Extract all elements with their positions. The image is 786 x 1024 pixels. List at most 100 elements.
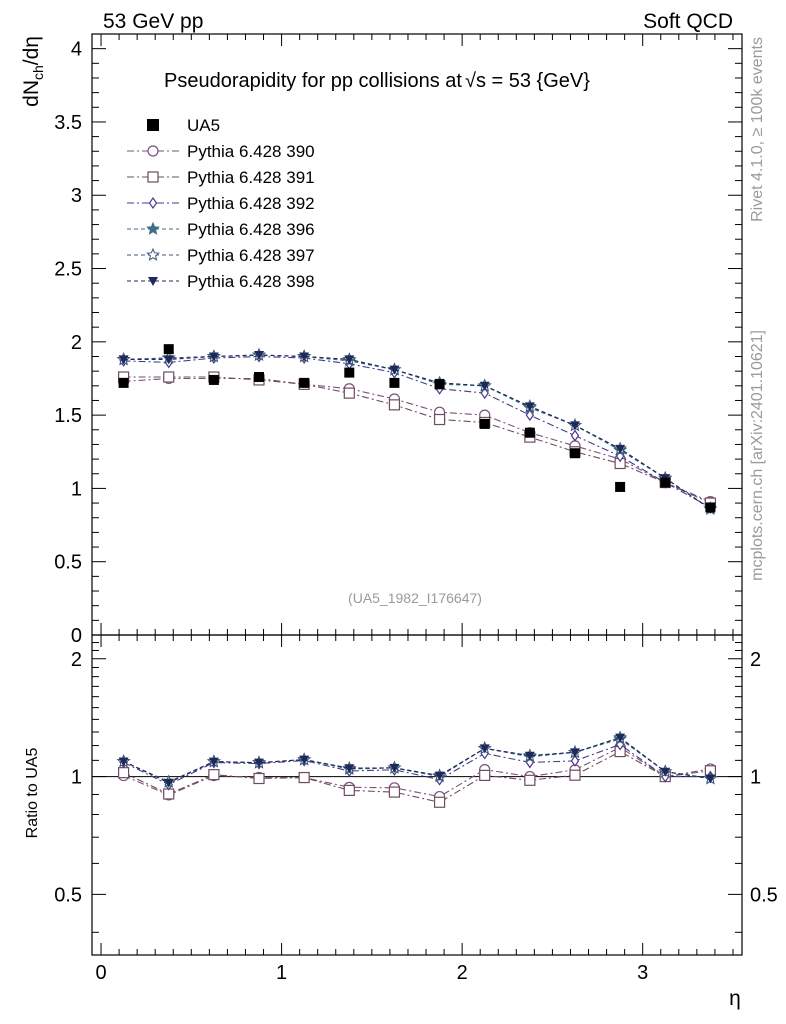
legend-label: Pythia 6.428 396 — [187, 220, 315, 239]
data-point — [254, 372, 265, 383]
legend-label: Pythia 6.428 398 — [187, 272, 315, 291]
series-point — [299, 352, 310, 362]
legend-entry-3: Pythia 6.428 392 — [127, 194, 315, 213]
series-line — [123, 354, 711, 510]
rivet-label: Rivet 4.1.0, ≥ 100k events — [749, 37, 766, 222]
data-point — [208, 374, 219, 385]
series-ratio-point — [524, 774, 536, 786]
header-left-label: 53 GeV pp — [103, 10, 203, 33]
y-tick-label: 1 — [71, 478, 82, 500]
legend-marker — [148, 277, 158, 286]
series-point — [480, 387, 489, 400]
series-ratio-point — [208, 769, 220, 781]
legend-entry-2: Pythia 6.428 391 — [127, 168, 315, 187]
series-ratio-point — [660, 767, 671, 777]
series-point — [344, 355, 355, 365]
data-point — [434, 379, 445, 390]
series-ratio-point — [118, 757, 129, 767]
series-ratio-line — [123, 746, 711, 798]
series-ratio-point — [253, 772, 265, 785]
series-ratio-point — [524, 751, 535, 761]
ratio-y-tick-label-right: 0.5 — [750, 884, 778, 906]
series-point — [254, 351, 265, 361]
y-tick-label: 0 — [71, 625, 82, 647]
series-line — [123, 355, 711, 508]
series-point — [479, 381, 490, 391]
axis-ticks — [92, 33, 742, 955]
series-point — [524, 402, 535, 412]
legend-label: Pythia 6.428 397 — [187, 246, 315, 265]
data-point — [569, 448, 580, 459]
series-6 — [118, 351, 716, 788]
data-point — [163, 344, 174, 355]
data-point — [344, 367, 355, 378]
legend-marker — [148, 196, 158, 210]
legend-entry-4: Pythia 6.428 396 — [127, 220, 315, 239]
chart-title-suffix: = 53 {GeV} — [486, 70, 590, 92]
series-ratio-point — [615, 733, 626, 743]
series-point — [569, 421, 580, 431]
ratio-y-axis-label: Ratio to UA5 — [24, 748, 41, 839]
data-point — [299, 377, 310, 388]
series-point — [615, 444, 626, 454]
ratio-plot-frame — [91, 634, 743, 956]
chart-title-prefix: Pseudorapidity for pp collisions at — [164, 70, 462, 92]
analysis-tag: (UA5_1982_I176647) — [348, 590, 482, 606]
series-ratio-point — [569, 769, 581, 781]
series-4 — [116, 347, 718, 788]
series-ratio-point — [433, 796, 446, 808]
series-ratio-point — [479, 769, 491, 781]
y-tick-label: 3.5 — [54, 112, 82, 134]
legend-entry-5: Pythia 6.428 397 — [127, 246, 315, 265]
series-point — [570, 429, 580, 442]
series-ratio-point — [434, 771, 445, 781]
y-label-sub: ch — [30, 65, 46, 80]
series-ratio-point — [389, 763, 400, 773]
data-point — [389, 377, 400, 388]
legend-marker — [146, 221, 160, 235]
legend: UA5 Pythia 6.428 390 Pythia 6.428 391 Pythi… — [127, 116, 315, 291]
series-ratio-point — [299, 755, 310, 765]
legend-marker — [147, 171, 159, 183]
series-ratio-point — [298, 771, 310, 784]
series-ratio-point — [117, 767, 130, 779]
series-ratio-point — [344, 764, 355, 774]
series-ratio-point — [254, 758, 265, 768]
series-point — [525, 409, 535, 422]
y-tick-label: 2.5 — [54, 259, 82, 281]
series-point — [388, 399, 401, 411]
data-point — [660, 477, 671, 488]
series-ratio-point — [163, 778, 174, 788]
legend-entry-6: Pythia 6.428 398 — [127, 272, 315, 291]
main-y-axis-label: dNch/dη — [20, 36, 46, 107]
x-tick-label: 1 — [276, 962, 287, 984]
y-label-tail: /dη — [20, 36, 43, 65]
data-point — [615, 481, 626, 492]
series-point — [118, 355, 129, 365]
series-ratio-line — [123, 743, 711, 786]
data-point — [479, 418, 490, 429]
series-ratio-point — [569, 748, 580, 758]
legend-label: UA5 — [187, 116, 220, 135]
series-point — [433, 413, 446, 426]
series-ratio-point — [343, 784, 355, 797]
series-group — [116, 344, 718, 808]
y-tick-label: 2 — [71, 332, 82, 354]
y-tick-label: 4 — [71, 39, 82, 61]
mcplots-label: mcplots.cern.ch [arXiv:2401.10621] — [749, 330, 766, 581]
legend-entry-data: UA5 — [147, 116, 220, 135]
series-line — [123, 377, 711, 503]
x-tick-label: 0 — [95, 962, 106, 984]
x-tick-label: 3 — [637, 962, 648, 984]
data-point — [118, 377, 129, 388]
legend-marker — [147, 119, 159, 131]
series-3 — [119, 350, 715, 791]
header-right-label: Soft QCD — [643, 10, 733, 33]
ratio-y-tick-label-right: 1 — [750, 767, 761, 789]
y-tick-label: 1.5 — [54, 405, 82, 427]
series-ratio-point — [479, 744, 490, 754]
legend-marker — [146, 247, 160, 261]
x-axis-label: η — [729, 987, 741, 1010]
data-point — [524, 427, 535, 438]
